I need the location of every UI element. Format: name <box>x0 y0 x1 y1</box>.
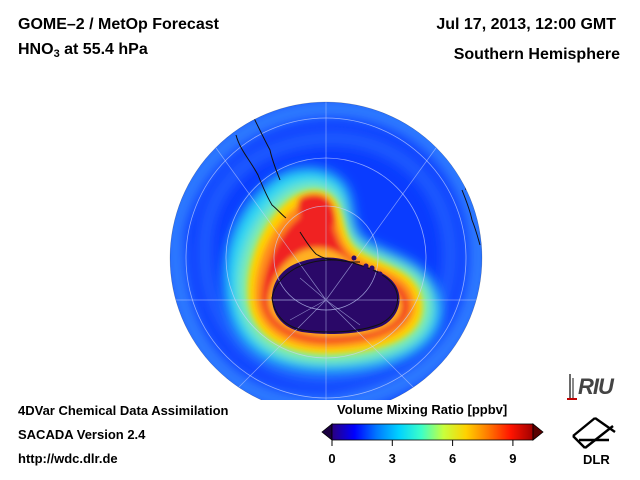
footer-version: SACADA Version 2.4 <box>18 427 146 442</box>
colorbar-ticks <box>331 440 514 446</box>
station-dot <box>351 255 357 261</box>
species-subscript: 3 <box>53 48 60 60</box>
coast-south-america-west <box>249 109 281 181</box>
species-prefix: HNO <box>18 41 54 58</box>
colorbar-right-arrow <box>532 423 544 441</box>
hemisphere-label: Southern Hemisphere <box>453 46 620 63</box>
map-title: GOME–2 / MetOp Forecast <box>18 16 219 33</box>
station-dot <box>363 263 369 269</box>
colorbar-tick-label: 9 <box>509 451 517 466</box>
globe-outline <box>169 101 483 400</box>
coast-africa <box>461 189 481 246</box>
coast-antarctica <box>271 259 398 333</box>
meridians <box>170 102 482 400</box>
forecast-datetime: Jul 17, 2013, 12:00 GMT <box>436 16 616 33</box>
riu-logo-icon <box>567 374 577 400</box>
pressure-level: at 55.4 hPa <box>59 41 148 58</box>
colorbar-title: Volume Mixing Ratio [ppbv] <box>337 402 508 417</box>
footer-url[interactable]: http://wdc.dlr.de <box>18 451 118 466</box>
station-dot <box>377 271 383 277</box>
colorbar-tick-label: 0 <box>328 451 336 466</box>
station-markers <box>351 255 383 277</box>
riu-logo-text: RIU <box>578 374 614 399</box>
polar-vortex <box>272 257 400 334</box>
globe-map <box>169 101 483 400</box>
outer-band <box>170 102 482 400</box>
globe-field <box>170 102 482 400</box>
colorbar-tick-label: 3 <box>388 451 396 466</box>
dlr-logo-text: DLR <box>583 452 610 467</box>
species-pressure-label: HNO3 at 55.4 hPa <box>18 41 148 60</box>
colorbar-tick-label: 6 <box>448 451 457 466</box>
colorbar-left-arrow <box>321 423 333 441</box>
footer-assimilation: 4DVar Chemical Data Assimilation <box>18 403 229 418</box>
inner-band <box>197 130 458 386</box>
dlr-logo-icon <box>572 417 616 449</box>
station-dot <box>369 265 375 271</box>
coast-south-america <box>235 134 287 219</box>
colorbar-bar <box>331 423 534 441</box>
